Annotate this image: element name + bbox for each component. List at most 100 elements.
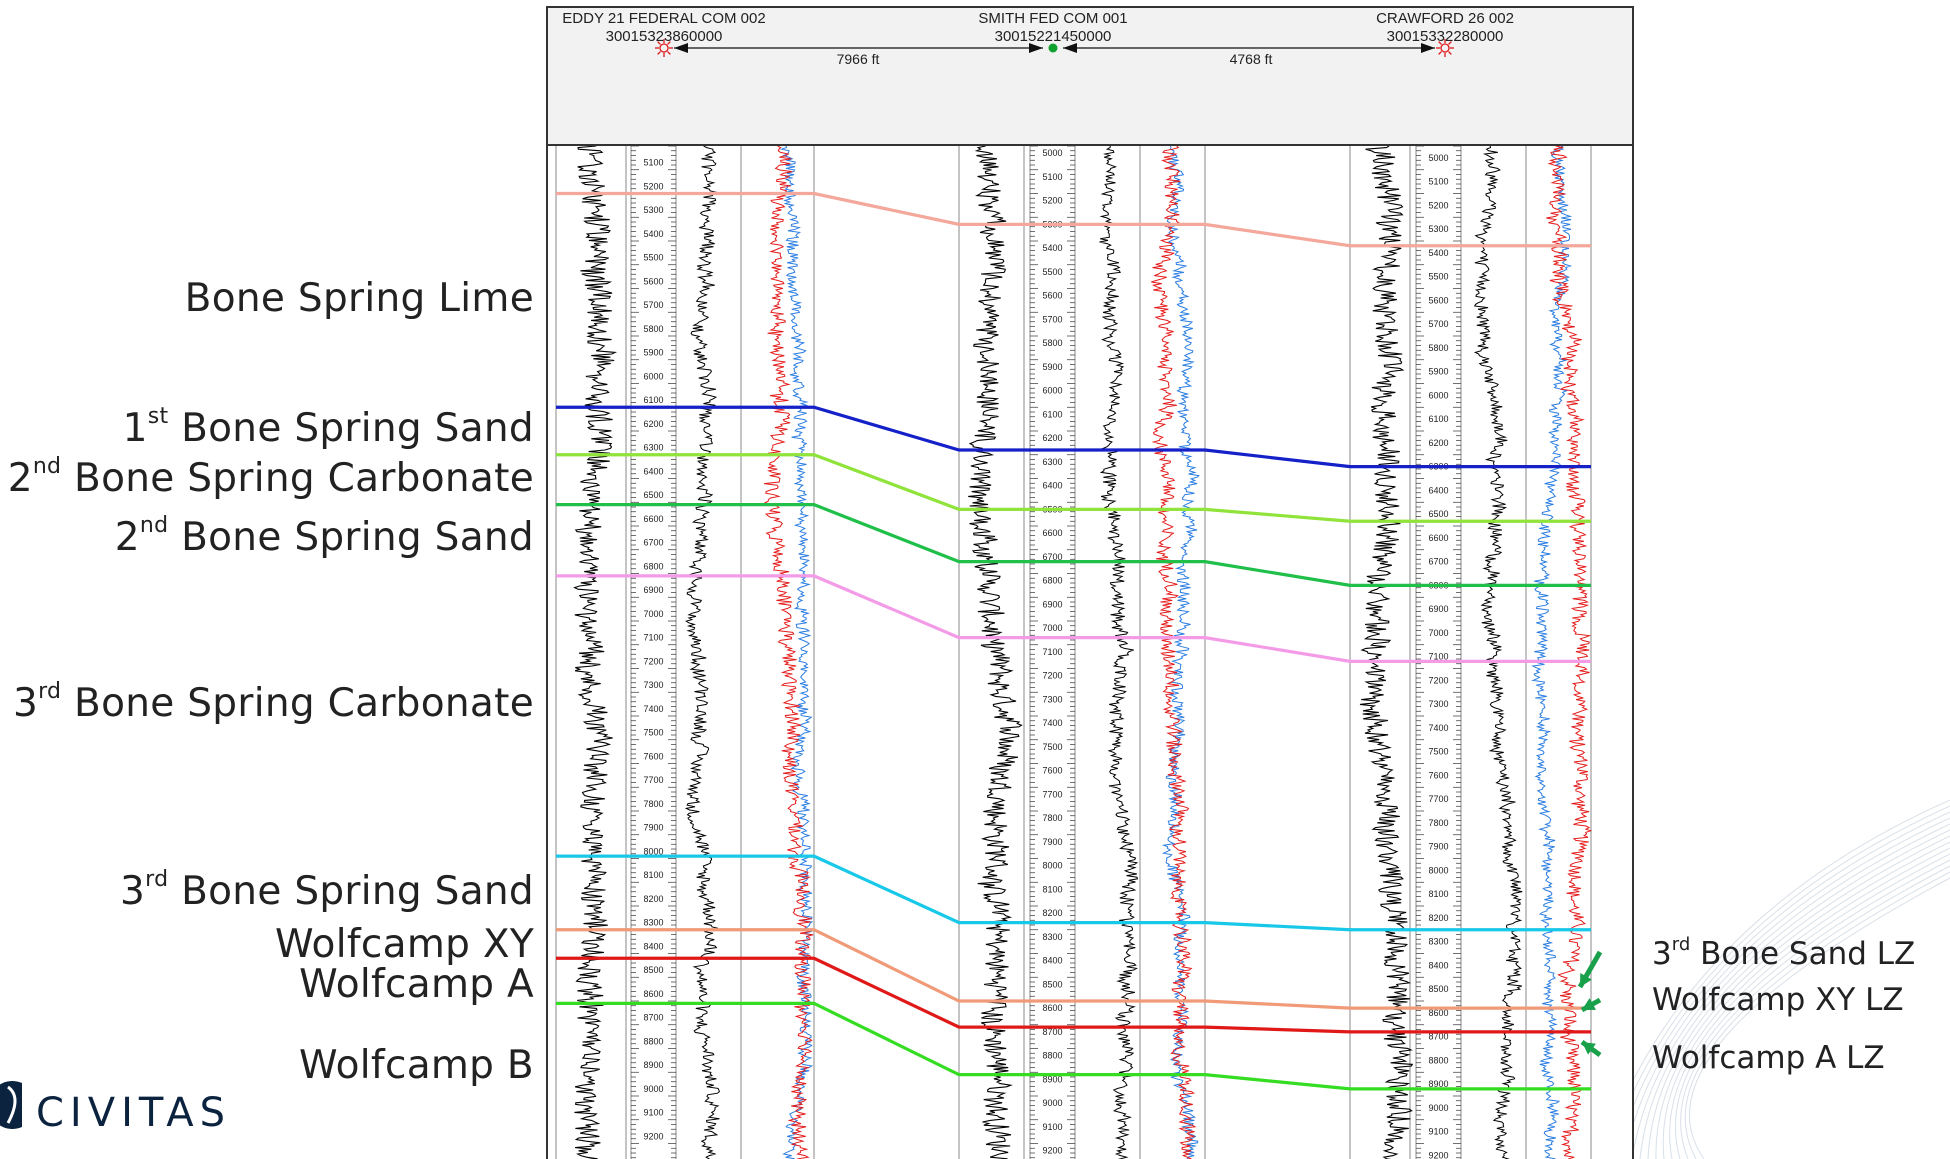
landing-zone-arrow-icon (1577, 950, 1603, 989)
formation-top-line (556, 503, 1591, 587)
depth-label: 7700 (1042, 789, 1062, 799)
depth-label: 5800 (1428, 343, 1448, 353)
depth-label: 7000 (1042, 623, 1062, 633)
depth-label: 7900 (1428, 842, 1448, 852)
depth-label: 9100 (1428, 1127, 1448, 1137)
depth-label: 7600 (1428, 770, 1448, 780)
depth-label: 8400 (643, 941, 663, 951)
depth-label: 8200 (1428, 913, 1448, 923)
depth-label: 8500 (643, 965, 663, 975)
depth-label: 8900 (643, 1060, 663, 1070)
depth-label: 5100 (1042, 172, 1062, 182)
formation-label: 1st Bone Spring Sand (122, 404, 534, 451)
formation-top-line (556, 405, 1591, 469)
depth-label: 9200 (1428, 1150, 1448, 1159)
depth-label: 5900 (1428, 367, 1448, 377)
cross-section-panel: EDDY 21 FEDERAL COM 002 30015323860000 S… (546, 6, 1634, 1159)
well-header: EDDY 21 FEDERAL COM 002 30015323860000 S… (548, 8, 1632, 146)
depth-label: 7700 (643, 775, 663, 785)
depth-label: 5600 (1042, 291, 1062, 301)
depth-label: 7400 (643, 704, 663, 714)
depth-label: 7500 (1042, 742, 1062, 752)
depth-label: 6300 (643, 443, 663, 453)
depth-label: 6300 (1042, 457, 1062, 467)
depth-label: 9000 (643, 1084, 663, 1094)
depth-label: 5700 (1428, 319, 1448, 329)
depth-label: 6000 (643, 371, 663, 381)
depth-label: 5700 (643, 300, 663, 310)
depth-label: 5500 (643, 253, 663, 263)
depth-label: 6600 (1428, 533, 1448, 543)
depth-label: 6800 (1042, 576, 1062, 586)
formation-label: 2nd Bone Spring Carbonate (7, 454, 534, 501)
depth-label: 6900 (1428, 604, 1448, 614)
depth-label: 7200 (1042, 671, 1062, 681)
depth-label: 7500 (1428, 747, 1448, 757)
depth-label: 8300 (1042, 932, 1062, 942)
depth-label: 5600 (1428, 295, 1448, 305)
depth-label: 6000 (1042, 386, 1062, 396)
depth-label: 9000 (1042, 1098, 1062, 1108)
depth-label: 7500 (643, 728, 663, 738)
depth-label: 6200 (1428, 438, 1448, 448)
depth-label: 7800 (1428, 818, 1448, 828)
depth-label: 6800 (643, 561, 663, 571)
depth-label: 8600 (643, 989, 663, 999)
well-1-tracks: 5100 5200 5300 5400 5500 5600 5700 5800 5900 6000… (555, 146, 815, 1159)
depth-label: 7800 (643, 799, 663, 809)
formation-top-line (556, 453, 1591, 523)
depth-label: 6700 (1428, 557, 1448, 567)
depth-label: 8700 (1042, 1027, 1062, 1037)
depth-label: 5200 (643, 181, 663, 191)
depth-label: 6600 (643, 514, 663, 524)
depth-label: 6100 (1042, 409, 1062, 419)
depth-label: 5900 (1042, 362, 1062, 372)
depth-label: 7700 (1428, 794, 1448, 804)
depth-label: 5500 (1428, 272, 1448, 282)
depth-label: 8900 (1428, 1079, 1448, 1089)
depth-label: 8200 (643, 894, 663, 904)
depth-label: 9100 (643, 1108, 663, 1118)
landing-zone-arrows (1577, 950, 1603, 1058)
depth-label: 7800 (1042, 813, 1062, 823)
depth-label: 6400 (1042, 481, 1062, 491)
formation-top-line (556, 928, 1591, 1010)
well-3-tracks: 5000 5100 5200 5300 5400 5500 5600 5700 5800 5900… (1349, 146, 1593, 1159)
depth-label: 6100 (1428, 414, 1448, 424)
formation-label: Wolfcamp XY (274, 922, 534, 967)
decorative-swoosh (1599, 800, 1950, 1159)
depth-label: 8400 (1042, 956, 1062, 966)
depth-label: 8600 (1428, 1008, 1448, 1018)
depth-label: 8800 (1042, 1051, 1062, 1061)
depth-label: 8900 (1042, 1074, 1062, 1084)
depth-label: 5200 (1042, 196, 1062, 206)
well-2-tracks: 5000510052005300540055005600570058005900… (958, 146, 1206, 1159)
formation-top-line (556, 574, 1591, 663)
depth-label: 7300 (643, 680, 663, 690)
depth-label: 8600 (1042, 1003, 1062, 1013)
depth-label: 5600 (643, 276, 663, 286)
depth-label: 8700 (1428, 1032, 1448, 1042)
well-api-1: 30015323860000 (605, 28, 723, 45)
depth-label: 8000 (1428, 865, 1448, 875)
logo-mark-icon (0, 1081, 22, 1129)
depth-label: 8800 (1428, 1055, 1448, 1065)
formation-label: Wolfcamp B (299, 1043, 534, 1088)
depth-label: 9200 (1042, 1146, 1062, 1156)
well-name-1: EDDY 21 FEDERAL COM 002 (562, 10, 766, 27)
depth-label: 8200 (1042, 908, 1062, 918)
depth-label: 5400 (1428, 248, 1448, 258)
depth-label: 6500 (643, 490, 663, 500)
formation-top-line (556, 1001, 1591, 1091)
landing-zone-arrow-icon (1580, 1039, 1602, 1058)
depth-label: 8800 (643, 1036, 663, 1046)
depth-label: 7400 (1042, 718, 1062, 728)
depth-label: 7100 (1042, 647, 1062, 657)
depth-label: 8100 (1042, 884, 1062, 894)
well-3-depth-track: 5000 5100 5200 5300 5400 5500 5600 5700 5800 5900… (1416, 146, 1461, 1159)
depth-label: 5100 (643, 158, 663, 168)
depth-label: 6400 (643, 466, 663, 476)
formation-top-line (556, 191, 1591, 248)
civitas-logo (0, 1081, 22, 1129)
depth-label: 8500 (1042, 979, 1062, 989)
